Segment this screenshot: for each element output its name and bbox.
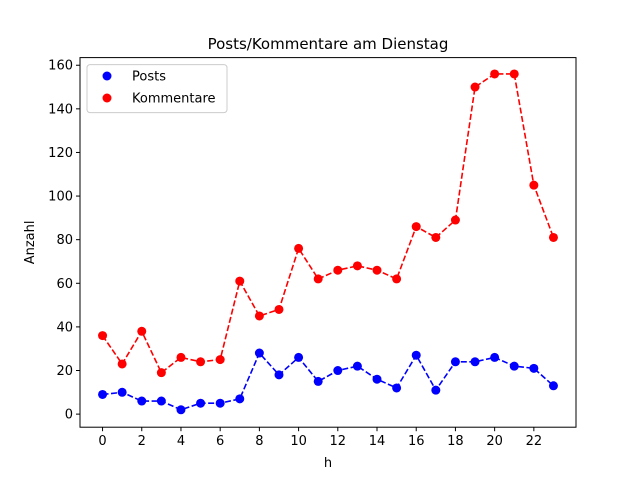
y-tick-label: 40 <box>56 320 73 335</box>
data-point-kommentare <box>372 265 382 275</box>
x-tick-label: 4 <box>177 434 185 449</box>
x-tick-label: 8 <box>255 434 263 449</box>
data-point-posts <box>372 374 382 384</box>
x-tick-label: 10 <box>290 434 307 449</box>
data-point-kommentare <box>470 82 480 92</box>
y-tick-label: 60 <box>56 277 73 292</box>
data-point-kommentare <box>294 243 304 253</box>
chart-title: Posts/Kommentare am Dienstag <box>208 35 449 53</box>
y-tick-label: 140 <box>48 102 73 117</box>
x-tick-label: 18 <box>447 434 464 449</box>
legend: Posts Kommentare <box>86 64 228 114</box>
data-point-kommentare <box>176 352 186 362</box>
data-point-posts <box>431 385 441 395</box>
x-tick-label: 2 <box>138 434 146 449</box>
legend-box <box>86 64 228 114</box>
data-point-kommentare <box>411 222 421 232</box>
y-tick-label: 120 <box>48 146 73 161</box>
legend-marker-posts <box>102 71 112 81</box>
plot-area <box>79 57 577 428</box>
data-point-posts <box>176 405 186 415</box>
data-point-kommentare <box>450 215 460 225</box>
data-point-kommentare <box>137 326 147 336</box>
data-point-posts <box>333 366 343 376</box>
data-point-posts <box>215 398 225 408</box>
y-axis-label: Anzahl <box>23 221 38 265</box>
x-tick-label: 14 <box>369 434 386 449</box>
data-point-posts <box>490 352 500 362</box>
data-point-posts <box>98 389 108 399</box>
data-point-posts <box>117 387 127 397</box>
data-point-kommentare <box>548 232 558 242</box>
data-point-posts <box>137 396 147 406</box>
x-tick-label: 16 <box>408 434 425 449</box>
data-point-posts <box>470 357 480 367</box>
x-tick-label: 0 <box>98 434 106 449</box>
x-tick-label: 20 <box>486 434 503 449</box>
x-tick-label: 6 <box>216 434 224 449</box>
y-tick-label: 0 <box>65 408 73 423</box>
data-point-posts <box>450 357 460 367</box>
data-point-posts <box>352 361 362 371</box>
legend-label-kommentare: Kommentare <box>132 92 216 107</box>
x-axis-ticks: 0 2 4 6 8 10 12 14 16 18 20 22 <box>98 427 542 449</box>
data-point-kommentare <box>313 274 323 284</box>
series-layer <box>98 69 558 415</box>
y-axis-ticks: 0 20 40 60 80 100 120 140 160 <box>48 59 80 423</box>
data-point-posts <box>509 361 519 371</box>
legend-marker-kommentare <box>102 93 112 103</box>
data-point-kommentare <box>274 304 284 314</box>
data-point-kommentare <box>156 368 166 378</box>
data-point-posts <box>392 383 402 393</box>
data-point-posts <box>235 394 245 404</box>
data-point-kommentare <box>392 274 402 284</box>
data-point-posts <box>548 381 558 391</box>
x-tick-label: 12 <box>330 434 347 449</box>
y-tick-label: 20 <box>56 364 73 379</box>
data-point-kommentare <box>490 69 500 79</box>
legend-label-posts: Posts <box>132 70 166 85</box>
data-point-posts <box>196 398 206 408</box>
data-point-kommentare <box>117 359 127 369</box>
data-point-posts <box>529 363 539 373</box>
x-tick-label: 22 <box>526 434 543 449</box>
data-point-kommentare <box>509 69 519 79</box>
x-axis-label: h <box>324 456 332 471</box>
data-point-posts <box>411 350 421 360</box>
data-point-posts <box>156 396 166 406</box>
data-point-posts <box>254 348 264 358</box>
data-point-kommentare <box>333 265 343 275</box>
data-point-kommentare <box>352 261 362 271</box>
y-tick-label: 160 <box>48 59 73 74</box>
data-point-posts <box>274 370 284 380</box>
y-tick-label: 100 <box>48 190 73 205</box>
y-tick-label: 80 <box>56 233 73 248</box>
data-point-kommentare <box>431 232 441 242</box>
data-point-kommentare <box>529 180 539 190</box>
data-point-kommentare <box>235 276 245 286</box>
data-point-kommentare <box>254 311 264 321</box>
data-point-kommentare <box>215 355 225 365</box>
data-point-kommentare <box>196 357 206 367</box>
data-point-posts <box>294 352 304 362</box>
data-point-kommentare <box>98 331 108 341</box>
data-point-posts <box>313 376 323 386</box>
